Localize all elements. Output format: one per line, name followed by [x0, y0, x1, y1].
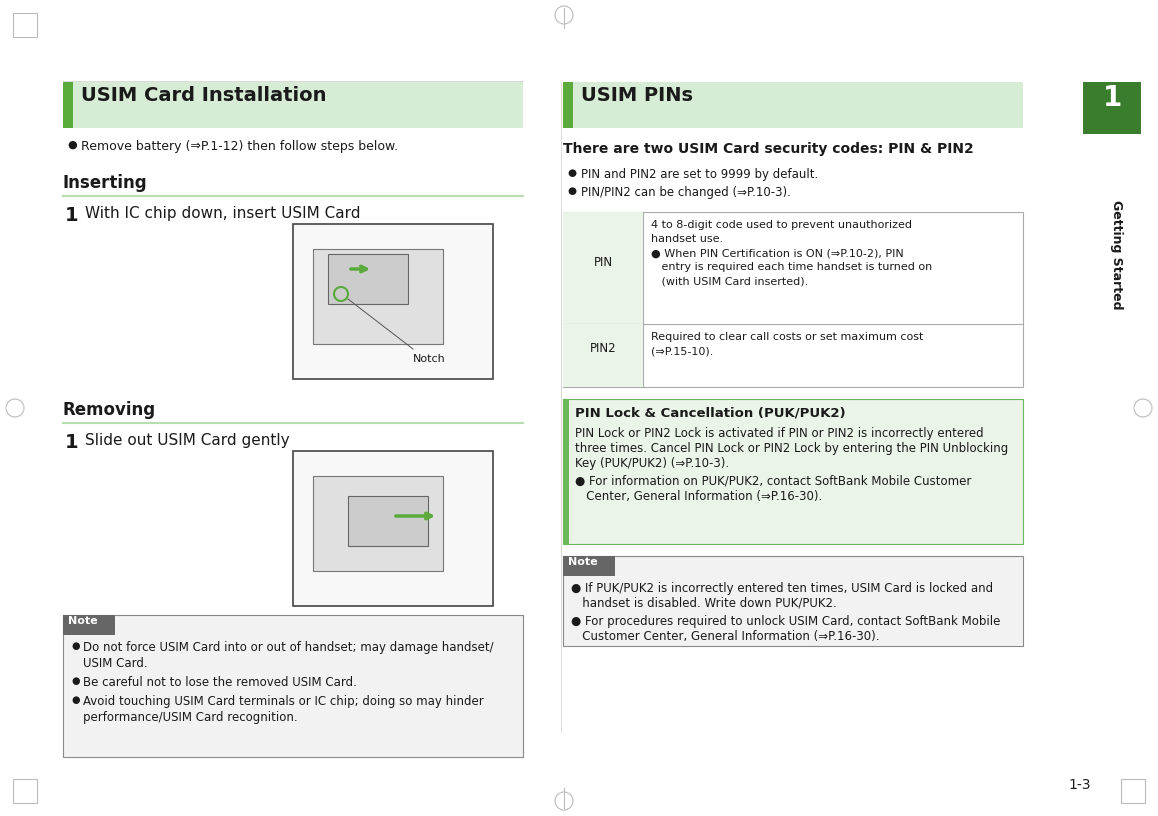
Text: With IC chip down, insert USIM Card: With IC chip down, insert USIM Card — [85, 206, 360, 221]
Text: ● For information on PUK/PUK2, contact SoftBank Mobile Customer: ● For information on PUK/PUK2, contact S… — [576, 475, 972, 488]
Bar — [313, 476, 444, 571]
Circle shape — [323, 324, 334, 334]
Bar — [563, 556, 1023, 646]
Text: handset use.: handset use. — [651, 234, 723, 244]
Text: PIN Lock or PIN2 Lock is activated if PIN or PIN2 is incorrectly entered: PIN Lock or PIN2 Lock is activated if PI… — [576, 427, 983, 440]
Text: Getting Started: Getting Started — [1109, 200, 1122, 309]
Text: Center, General Information (⇒P.16-30).: Center, General Information (⇒P.16-30). — [576, 490, 822, 503]
Text: ● If PUK/PUK2 is incorrectly entered ten times, USIM Card is locked and: ● If PUK/PUK2 is incorrectly entered ten… — [571, 582, 994, 595]
Text: 1-3: 1-3 — [1069, 778, 1091, 792]
Bar — [563, 212, 1023, 387]
Text: 1: 1 — [1102, 84, 1122, 112]
Text: 4 to 8-digit code used to prevent unauthorized: 4 to 8-digit code used to prevent unauth… — [651, 220, 913, 230]
Text: PIN and PIN2 are set to 9999 by default.: PIN and PIN2 are set to 9999 by default. — [581, 168, 819, 181]
Text: ●: ● — [567, 168, 576, 178]
Text: ●: ● — [71, 641, 80, 651]
Bar — [63, 82, 523, 128]
Text: performance/USIM Card recognition.: performance/USIM Card recognition. — [83, 711, 298, 724]
Bar — [313, 249, 444, 344]
Text: 1: 1 — [65, 206, 79, 225]
Text: entry is required each time handset is turned on: entry is required each time handset is t… — [651, 262, 932, 272]
Text: ●: ● — [71, 676, 80, 686]
Bar — [563, 212, 643, 324]
Bar — [563, 82, 1023, 128]
Text: Slide out USIM Card gently: Slide out USIM Card gently — [85, 433, 290, 448]
Text: There are two USIM Card security codes: PIN & PIN2: There are two USIM Card security codes: … — [563, 142, 974, 156]
Bar — [13, 13, 37, 37]
Text: Inserting: Inserting — [63, 174, 147, 192]
Text: Customer Center, General Information (⇒P.16-30).: Customer Center, General Information (⇒P… — [571, 630, 879, 643]
Text: Note: Note — [68, 616, 97, 626]
Text: USIM PINs: USIM PINs — [581, 86, 692, 105]
Bar — [563, 399, 1023, 544]
Text: PIN: PIN — [593, 255, 613, 268]
Circle shape — [340, 324, 350, 334]
Bar — [293, 224, 493, 379]
Bar — [563, 324, 643, 387]
Bar — [328, 254, 408, 304]
Bar — [1083, 82, 1141, 134]
Text: ● For procedures required to unlock USIM Card, contact SoftBank Mobile: ● For procedures required to unlock USIM… — [571, 615, 1001, 628]
Text: Do not force USIM Card into or out of handset; may damage handset/: Do not force USIM Card into or out of ha… — [83, 641, 493, 654]
Text: Avoid touching USIM Card terminals or IC chip; doing so may hinder: Avoid touching USIM Card terminals or IC… — [83, 695, 484, 708]
Bar — [63, 615, 115, 635]
Bar — [1121, 779, 1145, 803]
Bar — [13, 779, 37, 803]
Bar — [563, 82, 573, 128]
Bar — [63, 82, 73, 128]
Circle shape — [357, 324, 367, 334]
Text: Remove battery (⇒P.1-12) then follow steps below.: Remove battery (⇒P.1-12) then follow ste… — [81, 140, 398, 153]
Text: Note: Note — [569, 557, 598, 567]
Bar — [349, 496, 428, 546]
Bar — [563, 556, 615, 576]
Bar — [293, 451, 493, 606]
Text: three times. Cancel PIN Lock or PIN2 Lock by entering the PIN Unblocking: three times. Cancel PIN Lock or PIN2 Loc… — [576, 442, 1009, 455]
Bar — [63, 615, 523, 757]
Text: (⇒P.15-10).: (⇒P.15-10). — [651, 346, 713, 356]
Text: 1: 1 — [65, 433, 79, 452]
Text: USIM Card.: USIM Card. — [83, 657, 147, 670]
Text: ●: ● — [71, 695, 80, 705]
Text: ●: ● — [567, 186, 576, 196]
Text: Be careful not to lose the removed USIM Card.: Be careful not to lose the removed USIM … — [83, 676, 357, 689]
Text: handset is disabled. Write down PUK/PUK2.: handset is disabled. Write down PUK/PUK2… — [571, 597, 837, 610]
Text: Required to clear call costs or set maximum cost: Required to clear call costs or set maxi… — [651, 332, 923, 342]
Text: Removing: Removing — [63, 401, 156, 419]
Circle shape — [340, 551, 350, 561]
Text: Key (PUK/PUK2) (⇒P.10-3).: Key (PUK/PUK2) (⇒P.10-3). — [576, 457, 730, 470]
Circle shape — [323, 551, 334, 561]
Text: PIN/PIN2 can be changed (⇒P.10-3).: PIN/PIN2 can be changed (⇒P.10-3). — [581, 186, 791, 199]
Text: Notch: Notch — [413, 354, 446, 364]
Text: ●: ● — [67, 140, 76, 150]
Text: ● When PIN Certification is ON (⇒P.10-2), PIN: ● When PIN Certification is ON (⇒P.10-2)… — [651, 248, 903, 258]
Circle shape — [357, 551, 367, 561]
Bar — [563, 399, 569, 544]
Text: (with USIM Card inserted).: (with USIM Card inserted). — [651, 276, 808, 286]
Text: PIN Lock & Cancellation (PUK/PUK2): PIN Lock & Cancellation (PUK/PUK2) — [576, 407, 845, 420]
Text: PIN2: PIN2 — [589, 343, 616, 356]
Text: USIM Card Installation: USIM Card Installation — [81, 86, 327, 105]
